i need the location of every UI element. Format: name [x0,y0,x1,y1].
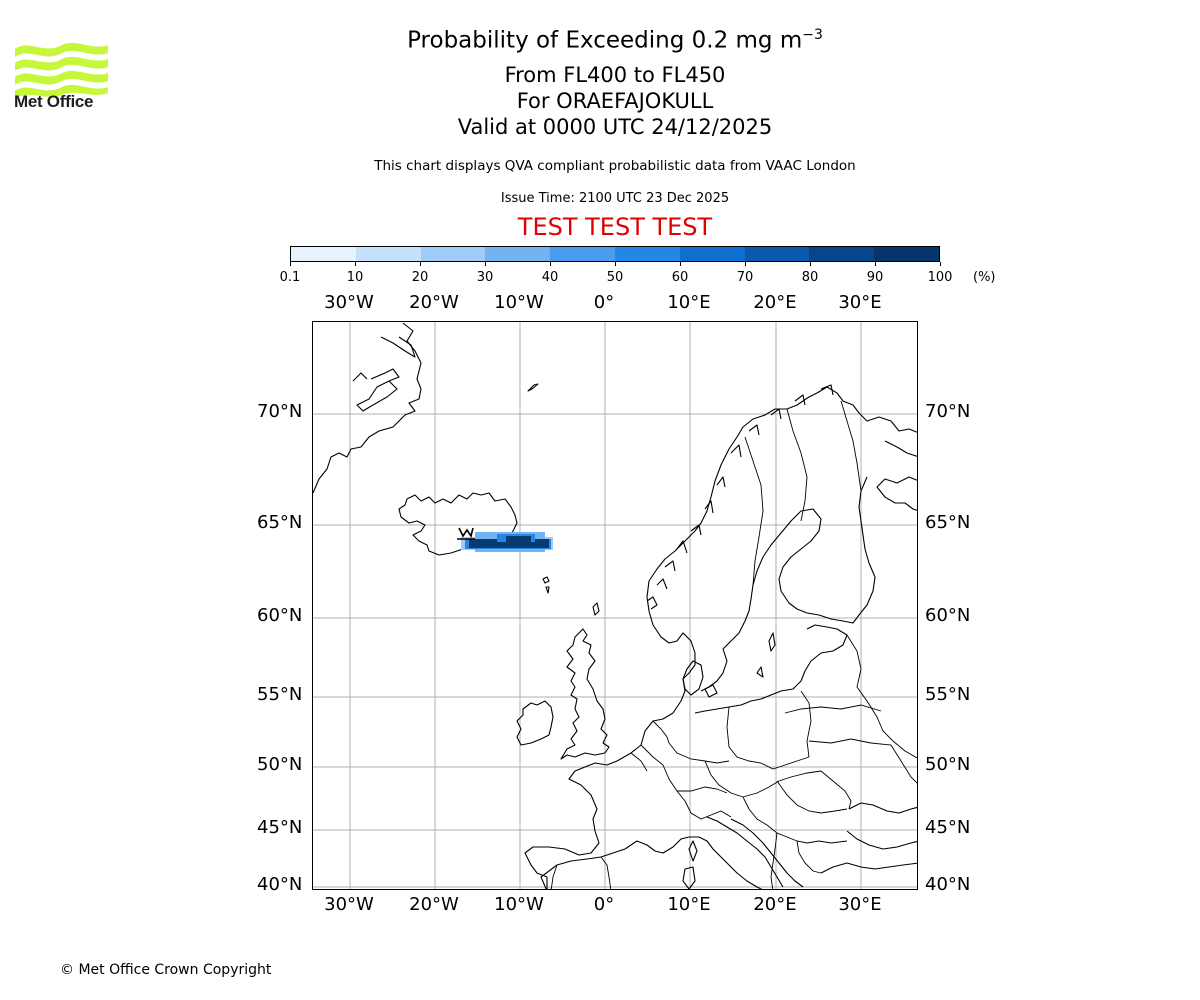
lon-label-bottom: 30°W [324,894,374,915]
lon-label-bottom: 30°E [838,894,882,915]
flight-level-range: From FL400 to FL450 [504,63,726,87]
colorbar-segment [874,247,939,261]
copyright-notice: © Met Office Crown Copyright [60,962,272,978]
volcano-name: For ORAEFAJOKULL [516,89,714,113]
colorbar-tick-label: 70 [736,270,754,285]
title-main: Probability of Exceeding 0.2 mg m [407,27,803,54]
lon-label-top: 20°W [409,292,459,313]
colorbar-tick [419,262,421,266]
colorbar-unit: (%) [973,270,996,285]
colorbar-tick [549,262,551,266]
colorbar-tick [744,262,746,266]
met-office-logo [15,42,108,99]
map-frame [312,321,918,890]
colorbar-tick-label: 20 [411,270,429,285]
colorbar-segment [809,247,875,261]
colorbar-segment [355,247,421,261]
graticule [313,322,917,889]
map-svg [313,322,917,889]
lat-label-left: 60°N [257,605,303,626]
colorbar-tick [809,262,811,266]
colorbar-tick [939,262,941,266]
lon-label-bottom: 20°W [409,894,459,915]
lon-label-bottom: 10°W [494,894,544,915]
lat-label-left: 65°N [257,512,303,533]
chart-description: This chart displays QVA compliant probab… [374,158,856,174]
country-borders [550,400,917,889]
title-superscript: −3 [802,27,823,43]
colorbar-tick-label: 90 [866,270,884,285]
colorbar-tick [354,262,356,266]
colorbar-tick-label: 50 [606,270,624,285]
colorbar-segment [679,247,745,261]
colorbar-segment [420,247,486,261]
lon-label-bottom: 0° [593,894,615,915]
lat-label-left: 50°N [257,754,303,775]
colorbar-tick-label: 80 [801,270,819,285]
lat-label-right: 55°N [925,684,971,705]
lat-label-left: 55°N [257,684,303,705]
colorbar-tick [874,262,876,266]
colorbar-tick-label: 10 [346,270,364,285]
chart-title: Probability of Exceeding 0.2 mg m−3 [0,27,1200,54]
colorbar-tick-label: 100 [927,270,953,285]
lat-label-right: 50°N [925,754,971,775]
lon-label-top: 0° [593,292,615,313]
issue-time: Issue Time: 2100 UTC 23 Dec 2025 [500,191,730,206]
lon-label-top: 10°W [494,292,544,313]
colorbar-tick-label: 40 [541,270,559,285]
colorbar-tick [679,262,681,266]
colorbar-tick [614,262,616,266]
colorbar-tick [484,262,486,266]
colorbar-segment [291,247,356,261]
colorbar-tick-label: 30 [476,270,494,285]
lat-label-right: 45°N [925,817,971,838]
lon-label-top: 30°E [838,292,882,313]
lat-label-right: 70°N [925,401,971,422]
colorbar-segment [485,247,551,261]
test-banner: TEST TEST TEST [517,213,713,241]
colorbar-segment [550,247,615,261]
lon-label-top: 10°E [667,292,711,313]
lon-label-bottom: 20°E [753,894,797,915]
colorbar-tick-label: 0.1 [279,270,301,285]
probability-colorbar [290,246,940,262]
volcano-marker [457,527,475,540]
lat-label-left: 40°N [257,874,303,895]
lon-label-bottom: 10°E [667,894,711,915]
colorbar-segment [614,247,680,261]
logo-text: Met Office [14,92,94,111]
lat-label-right: 65°N [925,512,971,533]
lat-label-left: 45°N [257,817,303,838]
lat-label-right: 60°N [925,605,971,626]
ash-probability-plume [461,532,553,552]
colorbar-segment [744,247,810,261]
valid-time: Valid at 0000 UTC 24/12/2025 [457,115,773,139]
colorbar-tick [289,262,291,266]
lat-label-right: 40°N [925,874,971,895]
coastlines [313,322,917,889]
lon-label-top: 20°E [753,292,797,313]
lat-label-left: 70°N [257,401,303,422]
lon-label-top: 30°W [324,292,374,313]
colorbar-tick-label: 60 [671,270,689,285]
